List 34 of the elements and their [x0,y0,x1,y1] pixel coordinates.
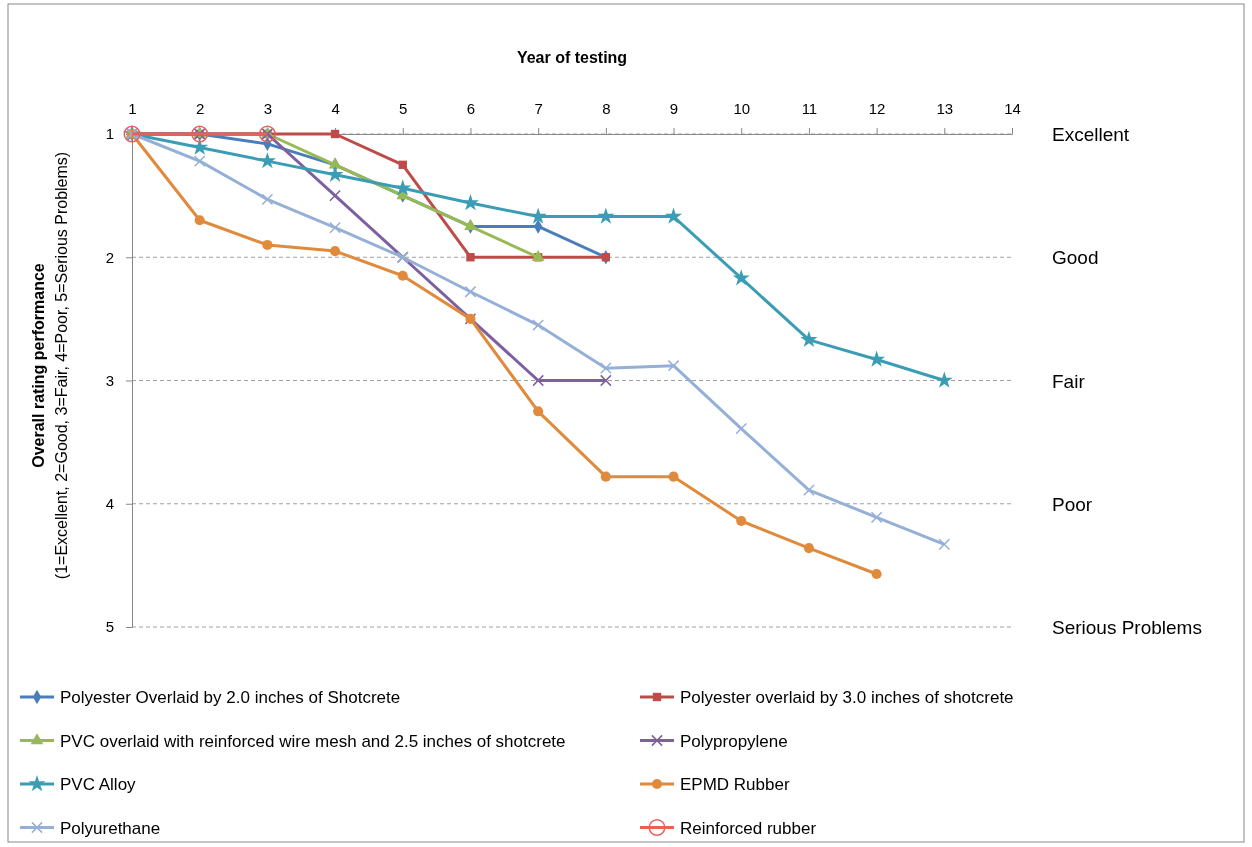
legend-label: EPMD Rubber [680,775,790,794]
text: Serious Problems [1052,617,1202,638]
y-tick-label: 4 [105,495,114,513]
legend-label: Reinforced rubber [680,818,817,838]
x-tick-label: 2 [196,100,205,117]
text: Fair [1052,370,1086,392]
x-tick-label: 4 [331,100,340,117]
text: Good [1052,247,1099,269]
x-tick-label: 8 [602,100,611,117]
y-axis-title: Overall rating performance (1=Excellent, 2=Good, 3=Fair, 4=Poor, 5=Serious Problems) [30,151,70,580]
x-tick-label: 11 [801,100,818,117]
y-tick-label: 2 [105,248,114,266]
y-tick-label: 1 [105,125,114,143]
y-tick-label: 5 [105,618,114,636]
x-tick-label: 10 [733,100,751,117]
x-tick-label: 1 [128,100,137,117]
legend-label: Polyester overlaid by 3.0 inches of shotcrete [680,688,1014,707]
legend-label: PVC Alloy [60,775,137,794]
x-axis-title: Year of testing [516,49,628,66]
text: Excellent [1052,124,1130,145]
x-tick-label: 3 [263,100,273,117]
x-tick-label: 7 [534,100,543,117]
text: Poor [1052,493,1093,515]
x-tick-label: 12 [868,100,886,117]
legend-label: Polypropylene [680,731,788,751]
x-tick-label: 13 [936,100,954,117]
x-tick-label: 5 [399,100,408,117]
legend-label: Polyester Overlaid by 2.0 inches of Shotcrete [60,688,401,707]
y-tick-label: 3 [105,371,114,389]
x-tick-label: 6 [466,100,476,117]
legend-label: PVC overlaid with reinforced wire mesh and 2.5 inches of shotcrete [60,731,566,751]
legend-label: Polyurethane [60,818,161,838]
x-tick-label: 9 [669,100,679,117]
x-tick-label: 14 [1004,100,1021,117]
